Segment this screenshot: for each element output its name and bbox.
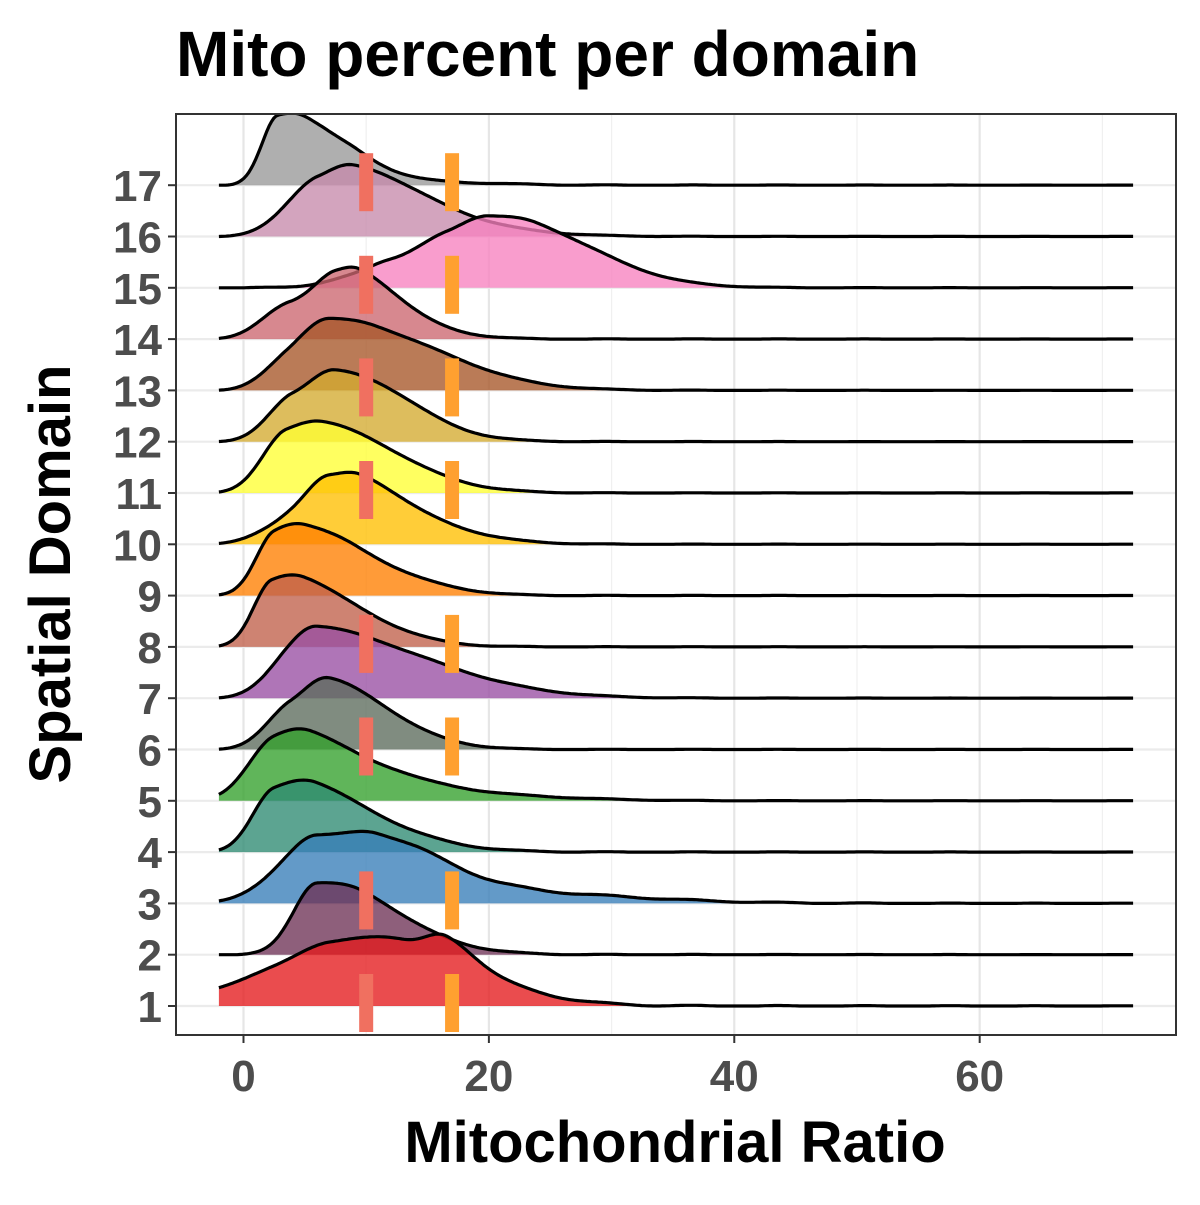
reference-lines (359, 153, 460, 1032)
reference-dash-10-15 (359, 255, 374, 314)
ridge-line-13 (218, 316, 1134, 392)
reference-dash-17-3 (445, 871, 460, 930)
x-axis: 0 20 40 60 (231, 1035, 1004, 1101)
y-tick-label: 6 (138, 727, 162, 776)
y-tick-label: 7 (138, 675, 162, 724)
x-axis-title: Mitochondrial Ratio (404, 1110, 945, 1175)
reference-dash-10-8 (359, 614, 374, 673)
y-tick-label: 1 (138, 983, 162, 1032)
reference-dash-17-15 (445, 255, 460, 314)
y-tick-label: 3 (138, 880, 162, 929)
x-tick-label: 40 (710, 1052, 759, 1101)
ridge-line-8 (218, 573, 1134, 649)
ridge-line-6 (218, 675, 1134, 752)
y-tick-label: 4 (138, 829, 163, 878)
ridge-fill-16 (218, 164, 1134, 237)
reference-dash-17-13 (445, 358, 460, 417)
ridge-line-11 (218, 419, 1134, 495)
reference-dash-17-17 (445, 153, 460, 212)
x-tick-label: 20 (464, 1052, 513, 1101)
reference-dash-17-1 (445, 974, 460, 1032)
ridge-line-3 (218, 829, 1134, 905)
panel-border (175, 113, 1177, 1036)
reference-dash-10-6 (359, 717, 374, 776)
y-tick-label: 2 (138, 932, 162, 981)
y-tick-label: 9 (138, 573, 162, 622)
ridge-line-1 (218, 932, 1134, 1008)
x-tick-label: 60 (955, 1052, 1004, 1101)
x-tick-label: 0 (231, 1052, 255, 1101)
ridge-line-4 (218, 778, 1134, 854)
reference-dash-17-8 (445, 614, 460, 673)
y-tick-label: 13 (113, 367, 162, 416)
y-tick-label: 14 (113, 316, 162, 365)
y-axis-title: Spatial Domain (18, 365, 83, 784)
y-tick-label: 5 (138, 778, 162, 827)
chart-title: Mito percent per domain (176, 18, 919, 90)
ridge-fill-7 (218, 626, 1134, 699)
reference-dash-10-17 (359, 153, 374, 212)
reference-dash-10-3 (359, 871, 374, 930)
reference-dash-17-11 (445, 461, 460, 519)
y-tick-label: 16 (113, 214, 162, 263)
y-tick-label: 11 (115, 470, 162, 519)
y-tick-label: 17 (113, 162, 162, 211)
reference-dash-10-1 (359, 974, 374, 1032)
ridge-line-9 (218, 522, 1134, 598)
reference-dash-17-6 (445, 717, 460, 776)
y-tick-label: 15 (113, 265, 162, 314)
y-tick-label: 12 (113, 419, 162, 468)
reference-dash-10-11 (359, 461, 374, 519)
reference-dash-10-13 (359, 358, 374, 417)
ridge-fill-10 (218, 472, 1134, 545)
y-tick-label: 8 (138, 624, 162, 673)
y-tick-label: 10 (113, 521, 162, 570)
